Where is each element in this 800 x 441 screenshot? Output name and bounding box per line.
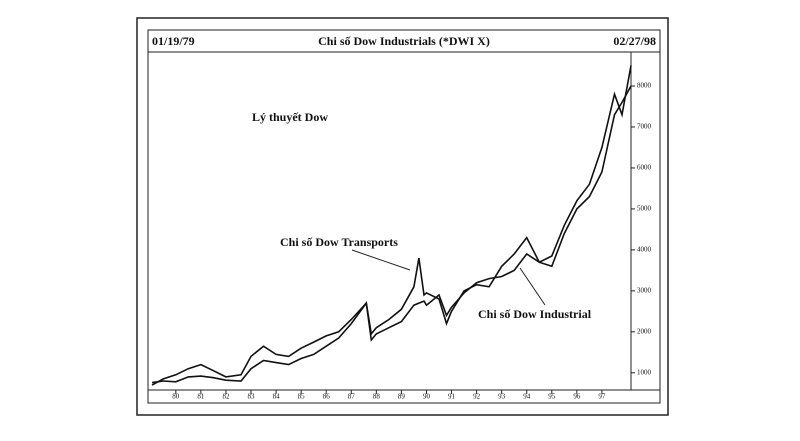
y-tick-label: 6000 (637, 164, 652, 172)
series-line (151, 85, 632, 386)
x-tick-label: 93 (498, 393, 506, 401)
x-tick-label: 95 (548, 393, 556, 401)
plot-border (147, 29, 661, 404)
start-date: 01/19/79 (152, 34, 195, 48)
x-tick-label: 88 (373, 393, 381, 401)
x-tick-label: 81 (197, 393, 205, 401)
y-tick-label: 3000 (637, 286, 652, 294)
x-tick-label: 97 (598, 393, 606, 401)
x-tick-label: 89 (398, 393, 406, 401)
x-tick-label: 86 (323, 393, 331, 401)
x-tick-label: 90 (423, 393, 431, 401)
x-tick-label: 91 (448, 393, 456, 401)
annotation: Chi số Dow Transports (280, 235, 398, 249)
annotation: Lý thuyết Dow (252, 110, 328, 124)
annotation-arrow (351, 249, 411, 271)
x-tick-label: 92 (473, 393, 481, 401)
x-tick-label: 84 (273, 393, 281, 401)
annotation-arrow (519, 267, 546, 306)
x-tick-label: 80 (172, 393, 180, 401)
y-tick-label: 4000 (637, 245, 652, 253)
x-tick-label: 83 (248, 393, 256, 401)
y-tick-label: 8000 (637, 82, 652, 90)
annotation: Chi số Dow Industrial (478, 307, 592, 321)
y-tick-label: 7000 (637, 123, 652, 131)
y-tick-label: 1000 (637, 368, 652, 376)
x-tick-label: 94 (523, 393, 531, 401)
chart-title: Chi số Dow Industrials (*DWI X) (318, 34, 490, 48)
y-tick-label: 5000 (637, 205, 652, 213)
x-tick-label: 87 (348, 393, 356, 401)
end-date: 02/27/98 (613, 34, 656, 48)
x-tick-label: 96 (573, 393, 581, 401)
x-tick-label: 85 (298, 393, 306, 401)
series-line (151, 65, 632, 384)
frame (136, 17, 669, 416)
x-tick-label: 82 (222, 393, 230, 401)
y-tick-label: 2000 (637, 327, 652, 335)
